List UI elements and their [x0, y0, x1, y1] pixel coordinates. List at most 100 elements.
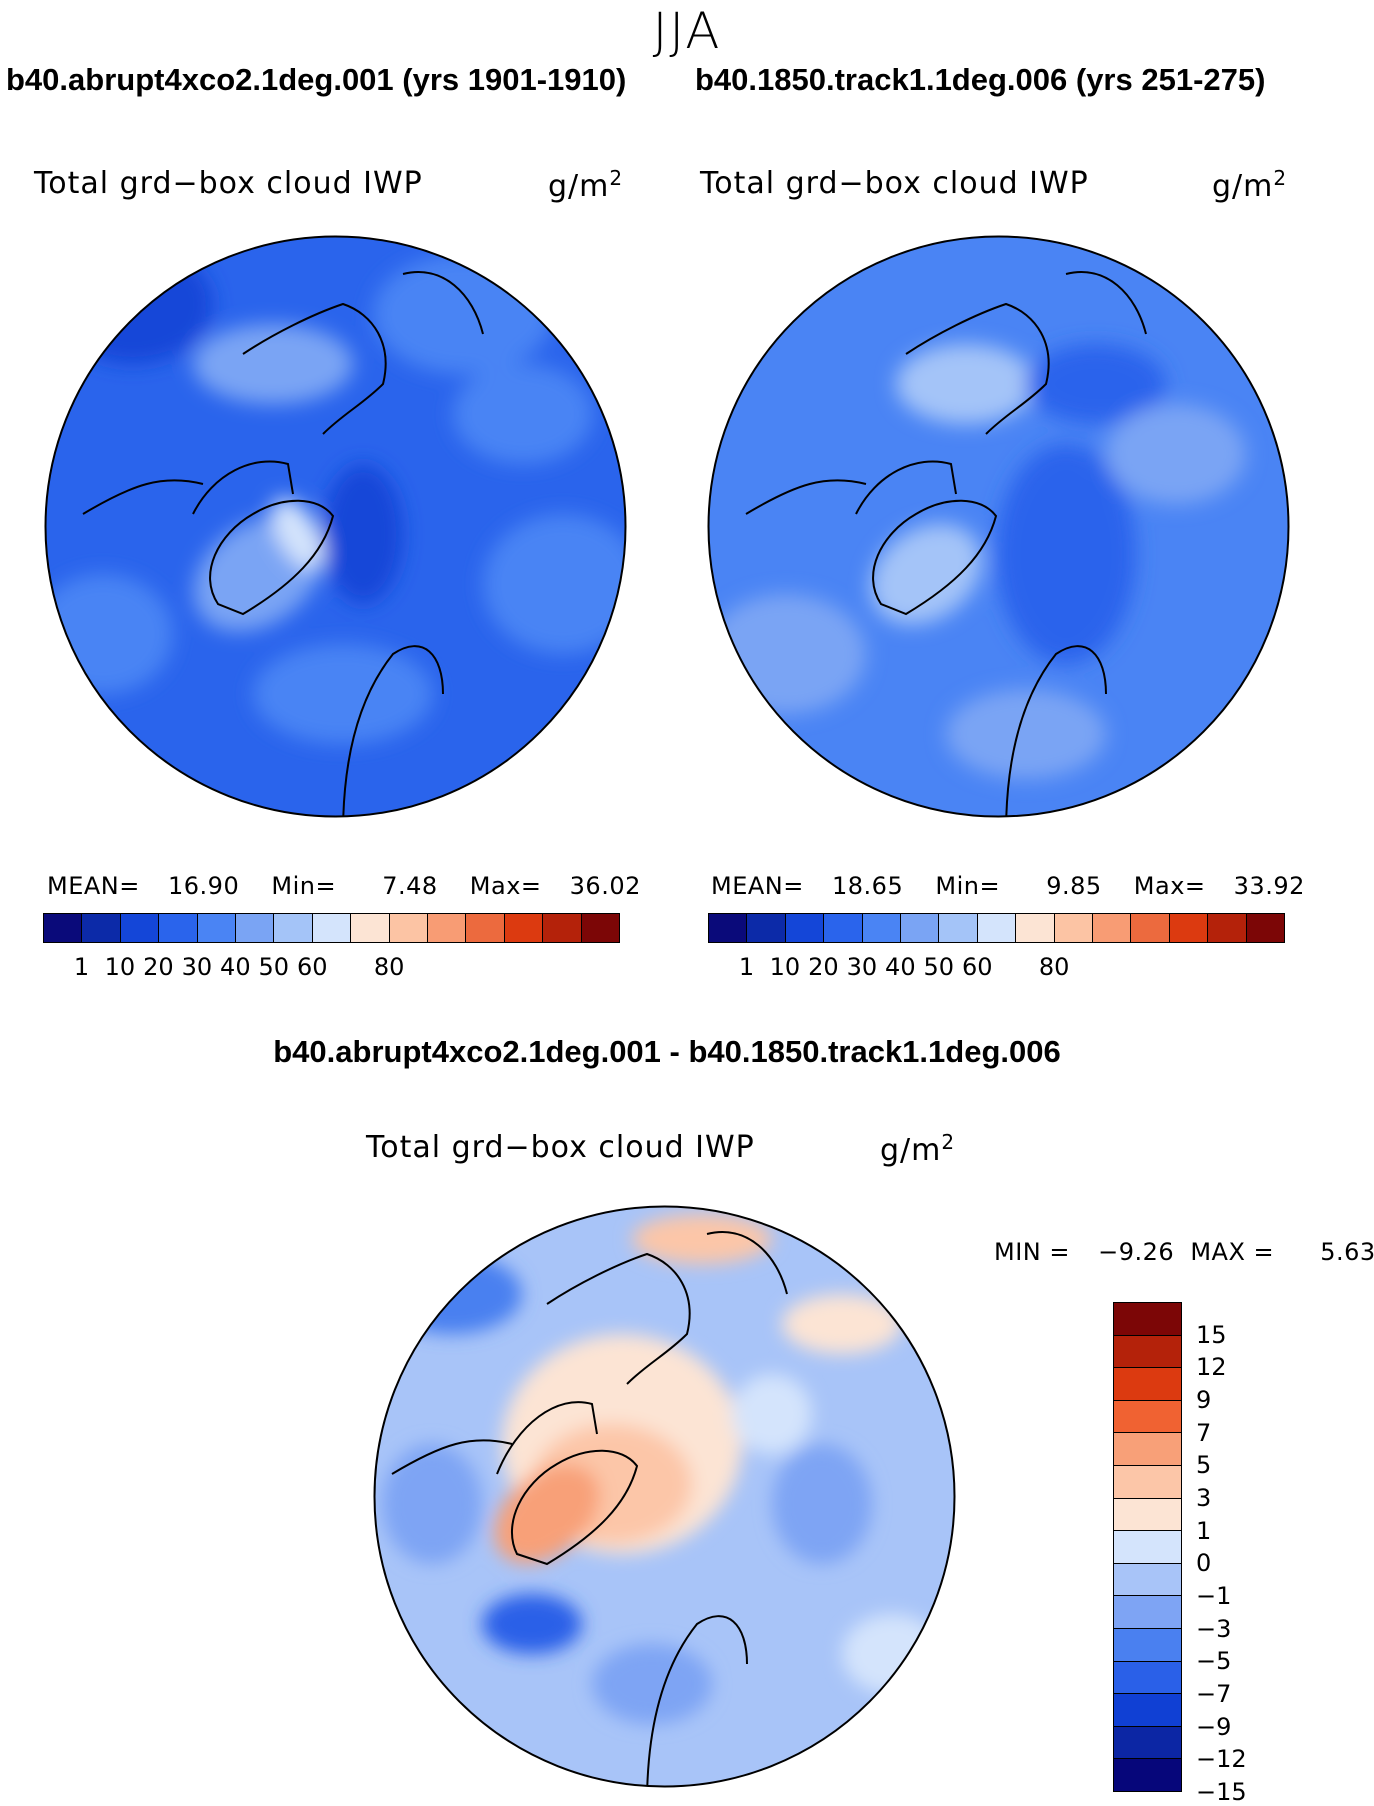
panel-b-stats: MEAN= 18.65 Min= 9.85 Max= 33.92: [711, 872, 1305, 900]
colorbar-swatch: [1169, 914, 1209, 942]
colorbar-swatch: [1054, 914, 1094, 942]
colorbar-tick-label: 10: [104, 953, 136, 981]
colorbar-tick-label: 3: [1196, 1484, 1212, 1512]
colorbar-swatch: [1093, 914, 1132, 942]
colorbar-swatch: [709, 914, 748, 942]
colorbar-swatch: [1246, 914, 1285, 942]
colorbar-swatch: [466, 914, 505, 942]
panel-a-stats: MEAN= 16.90 Min= 7.48 Max= 36.02: [47, 872, 641, 900]
min-value: 7.48: [382, 872, 438, 900]
colorbar-tick-label: 1: [1196, 1516, 1212, 1545]
colorbar-swatch: [1114, 1303, 1181, 1336]
mean-label: MEAN=: [711, 872, 804, 900]
colorbar-panel-b-ticks: 1 10 20 30 40 50 60 80: [708, 953, 1285, 983]
colorbar-swatch: [1114, 1694, 1181, 1727]
colorbar-swatch: [901, 914, 940, 942]
max-label: MAX =: [1190, 1238, 1275, 1266]
colorbar-tick-label: −5: [1196, 1647, 1232, 1676]
colorbar-tick-label: 1: [73, 953, 90, 981]
min-label: Min=: [271, 872, 337, 900]
colorbar-tick-label: −12: [1196, 1745, 1247, 1774]
mean-label: MEAN=: [47, 872, 140, 900]
colorbar-swatch: [1114, 1465, 1181, 1499]
colorbar-tick-label: −9: [1196, 1712, 1232, 1741]
colorbar-swatch: [428, 914, 467, 942]
map-panel-a: [44, 235, 627, 818]
colorbar-swatch: [1114, 1563, 1181, 1597]
colorbar-tick-label: 7: [1196, 1418, 1212, 1447]
map-panel-difference: [373, 1205, 956, 1788]
colorbar-swatch: [785, 914, 825, 942]
colorbar-tick-label: 50: [258, 953, 290, 981]
panel-b-case-title: b40.1850.track1.1deg.006 (yrs 251-275): [695, 62, 1266, 97]
map-panel-b: [707, 235, 1290, 818]
colorbar-swatch: [1208, 914, 1247, 942]
colorbar-swatch: [747, 914, 786, 942]
colorbar-swatch: [1016, 914, 1055, 942]
colorbar-swatch: [236, 914, 275, 942]
colorbar-swatch: [1114, 1628, 1181, 1662]
mean-value: 18.65: [832, 872, 904, 900]
min-label: Min=: [935, 872, 1001, 900]
colorbar-tick-label: 30: [846, 953, 878, 981]
max-label: Max=: [469, 872, 542, 900]
colorbar-swatch: [543, 914, 582, 942]
colorbar-swatch: [159, 914, 198, 942]
panel-a-case-title: b40.abrupt4xco2.1deg.001 (yrs 1901-1910): [6, 62, 627, 97]
mean-value: 16.90: [168, 872, 240, 900]
colorbar-difference: [1113, 1302, 1182, 1792]
colorbar-tick-label: 60: [296, 953, 328, 981]
colorbar-difference-ticks: 15 12 9 7 5 3 1 0 −1 −3 −5 −7 −9 −12 −15: [1196, 1302, 1256, 1806]
colorbar-swatch: [1114, 1400, 1181, 1434]
colorbar-tick-label: 5: [1196, 1451, 1212, 1480]
colorbar-swatch: [1114, 1335, 1181, 1369]
colorbar-tick-label: 80: [373, 953, 405, 981]
min-label: MIN =: [994, 1238, 1070, 1266]
colorbar-swatch: [862, 914, 902, 942]
colorbar-swatch: [274, 914, 313, 942]
colorbar-tick-label: −15: [1196, 1778, 1247, 1806]
colorbar-tick-label: 9: [1196, 1386, 1212, 1414]
colorbar-tick-label: −1: [1196, 1582, 1232, 1610]
min-value: −9.26: [1098, 1238, 1175, 1266]
colorbar-swatch: [1114, 1433, 1181, 1466]
colorbar-panel-a: [43, 913, 620, 943]
colorbar-tick-label: 60: [961, 953, 993, 981]
difference-variable: Total grd−box cloud IWP: [366, 1130, 755, 1165]
difference-stats: MIN = −9.26 MAX = 5.63: [994, 1238, 1374, 1266]
colorbar-tick-label: 20: [143, 953, 174, 981]
colorbar-swatch: [581, 914, 620, 942]
colorbar-tick-label: 80: [1038, 953, 1070, 981]
colorbar-swatch: [312, 914, 352, 942]
coastlines: [745, 271, 1147, 817]
max-value: 5.63: [1320, 1238, 1374, 1266]
colorbar-swatch: [939, 914, 978, 942]
colorbar-swatch: [1114, 1726, 1181, 1760]
colorbar-tick-label: −7: [1196, 1680, 1232, 1708]
colorbar-swatch: [824, 914, 863, 942]
panel-a-variable: Total grd−box cloud IWP: [34, 166, 423, 201]
colorbar-tick-label: 40: [885, 953, 916, 981]
colorbar-swatch: [82, 914, 121, 942]
colorbar-swatch: [44, 914, 83, 942]
colorbar-tick-label: 30: [181, 953, 213, 981]
colorbar-swatch: [1114, 1531, 1181, 1564]
colorbar-swatch: [977, 914, 1017, 942]
panel-b-units: g/m2: [1212, 166, 1288, 204]
panel-a-units: g/m2: [548, 166, 624, 204]
colorbar-panel-a-ticks: 1 10 20 30 40 50 60 80: [43, 953, 620, 983]
colorbar-panel-b: [708, 913, 1285, 943]
coastlines: [82, 271, 484, 817]
colorbar-tick-label: 12: [1196, 1353, 1227, 1382]
colorbar-swatch: [1131, 914, 1170, 942]
colorbar-swatch: [120, 914, 160, 942]
min-value: 9.85: [1046, 872, 1102, 900]
colorbar-swatch: [351, 914, 390, 942]
colorbar-swatch: [1114, 1498, 1181, 1532]
colorbar-swatch: [504, 914, 544, 942]
panel-b-variable: Total grd−box cloud IWP: [700, 166, 1089, 201]
colorbar-swatch: [1114, 1596, 1181, 1629]
colorbar-tick-label: 10: [769, 953, 801, 981]
max-label: Max=: [1133, 872, 1206, 900]
colorbar-swatch: [1114, 1661, 1181, 1695]
